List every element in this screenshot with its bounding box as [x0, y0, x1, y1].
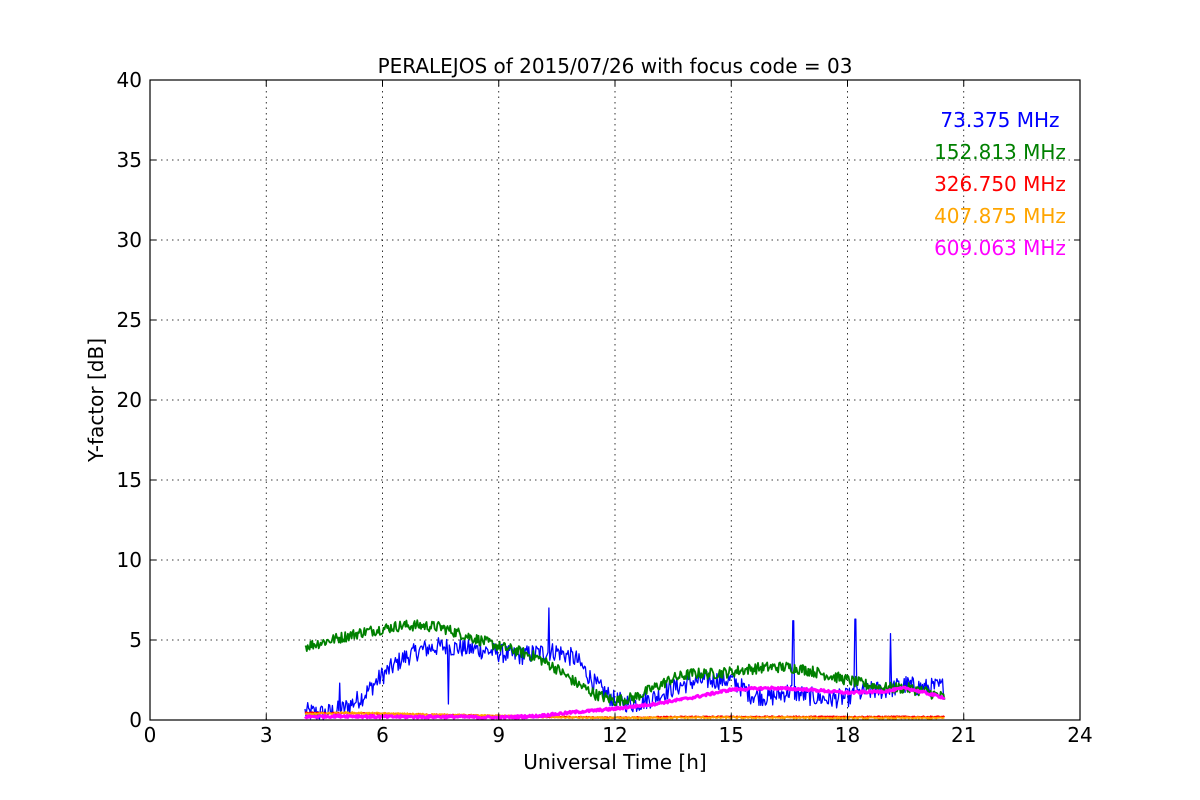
- x-tick-label: 15: [719, 723, 744, 747]
- x-tick-label: 18: [835, 723, 860, 747]
- series-line: [304, 619, 946, 707]
- y-tick-label: 20: [117, 388, 142, 412]
- y-tick-label: 40: [117, 68, 142, 92]
- x-tick-label: 9: [492, 723, 505, 747]
- y-tick-label: 35: [117, 148, 142, 172]
- y-tick-label: 25: [117, 308, 142, 332]
- y-tick-label: 10: [117, 548, 142, 572]
- x-tick-label: 0: [144, 723, 157, 747]
- x-tick-label: 24: [1067, 723, 1092, 747]
- y-tick-label: 30: [117, 228, 142, 252]
- legend-entry: 609.063 MHz: [934, 236, 1066, 260]
- y-tick-label: 15: [117, 468, 142, 492]
- y-axis-title: Y-factor [dB]: [84, 338, 108, 463]
- y-tick-label: 0: [129, 708, 142, 732]
- series-layer: [304, 607, 946, 721]
- legend: 73.375 MHz 152.813 MHz 326.750 MHz 407.875 …: [934, 108, 1066, 260]
- x-tick-label: 12: [602, 723, 627, 747]
- x-tick-label: 3: [260, 723, 273, 747]
- legend-entry: 407.875 MHz: [934, 204, 1066, 228]
- grid: [150, 80, 1080, 720]
- legend-entry: 326.750 MHz: [934, 172, 1066, 196]
- chart-title: PERALEJOS of 2015/07/26 with focus code …: [378, 54, 853, 78]
- series-line: [304, 607, 945, 721]
- x-axis-title: Universal Time [h]: [523, 750, 706, 774]
- series-line: [304, 685, 946, 721]
- series-line: [304, 711, 945, 720]
- x-tick-label: 21: [951, 723, 976, 747]
- y-tick-label: 5: [129, 628, 142, 652]
- axis-ticks: 0 3 6 9 12 15 18 21 24 0 5 10 15 20 25 30 35 40: [117, 68, 1093, 747]
- legend-entry: 73.375 MHz: [940, 108, 1059, 132]
- legend-entry: 152.813 MHz: [934, 140, 1066, 164]
- x-tick-label: 6: [376, 723, 389, 747]
